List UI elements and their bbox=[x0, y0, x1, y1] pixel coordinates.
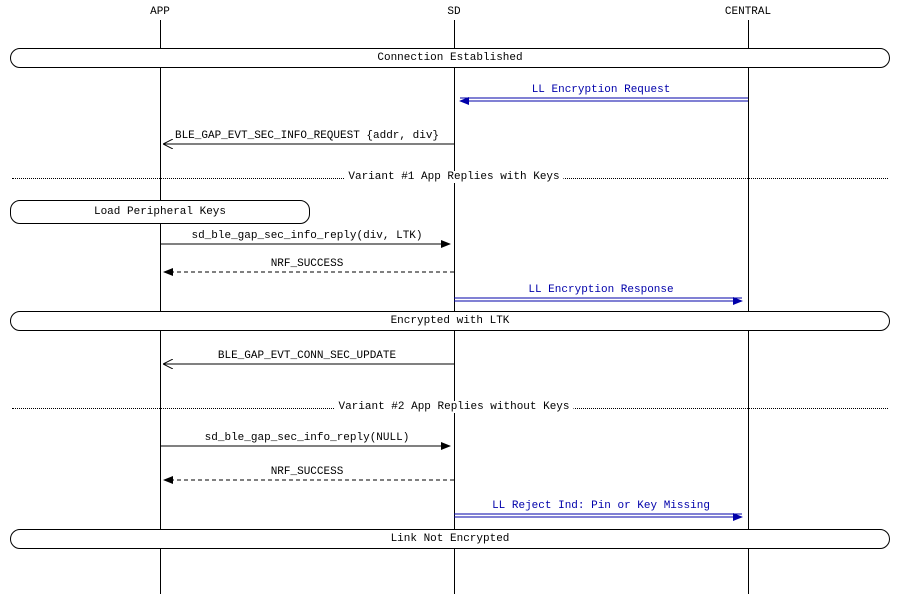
band-label: Link Not Encrypted bbox=[391, 533, 510, 545]
lifeline-app bbox=[160, 331, 161, 529]
lifeline-app bbox=[160, 20, 161, 48]
msg-label-ll-enc-resp: LL Encryption Response bbox=[528, 284, 673, 296]
msg-label-ll-reject-ind: LL Reject Ind: Pin or Key Missing bbox=[492, 500, 710, 512]
band-label: Encrypted with LTK bbox=[391, 315, 510, 327]
lifeline-central bbox=[748, 549, 749, 594]
lifeline-sd bbox=[454, 68, 455, 311]
lifeline-app bbox=[160, 68, 161, 200]
band-connection-established: Connection Established bbox=[10, 48, 890, 68]
band-label: Load Peripheral Keys bbox=[94, 206, 226, 218]
msg-label-nrf-success-1: NRF_SUCCESS bbox=[271, 258, 344, 270]
band-encrypted-with-ltk: Encrypted with LTK bbox=[10, 311, 890, 331]
band-link-not-encrypted: Link Not Encrypted bbox=[10, 529, 890, 549]
lifeline-app bbox=[160, 224, 161, 311]
band-load-peripheral-keys: Load Peripheral Keys bbox=[10, 200, 310, 224]
msg-label-reply-ltk: sd_ble_gap_sec_info_reply(div, LTK) bbox=[191, 230, 422, 242]
msg-label-ll-enc-req: LL Encryption Request bbox=[532, 84, 671, 96]
divider-label-variant2: Variant #2 App Replies without Keys bbox=[334, 401, 573, 413]
lifeline-sd bbox=[454, 549, 455, 594]
msg-label-conn-sec-update: BLE_GAP_EVT_CONN_SEC_UPDATE bbox=[218, 350, 396, 362]
msg-label-reply-null: sd_ble_gap_sec_info_reply(NULL) bbox=[205, 432, 410, 444]
participant-app-label: APP bbox=[150, 6, 170, 18]
lifeline-app bbox=[160, 549, 161, 594]
band-label: Connection Established bbox=[377, 52, 522, 64]
participant-sd-label: SD bbox=[447, 6, 460, 18]
lifeline-sd bbox=[454, 331, 455, 529]
arrows-layer bbox=[0, 0, 900, 594]
lifeline-central bbox=[748, 68, 749, 311]
lifeline-central bbox=[748, 20, 749, 48]
lifeline-central bbox=[748, 331, 749, 529]
msg-label-nrf-success-2: NRF_SUCCESS bbox=[271, 466, 344, 478]
divider-label-variant1: Variant #1 App Replies with Keys bbox=[344, 171, 563, 183]
participant-central-label: CENTRAL bbox=[725, 6, 771, 18]
sequence-diagram: APP SD CENTRAL Variant #1 App Replies wi… bbox=[0, 0, 900, 594]
msg-label-sec-info-request: BLE_GAP_EVT_SEC_INFO_REQUEST {addr, div} bbox=[175, 130, 439, 142]
lifeline-sd bbox=[454, 20, 455, 48]
